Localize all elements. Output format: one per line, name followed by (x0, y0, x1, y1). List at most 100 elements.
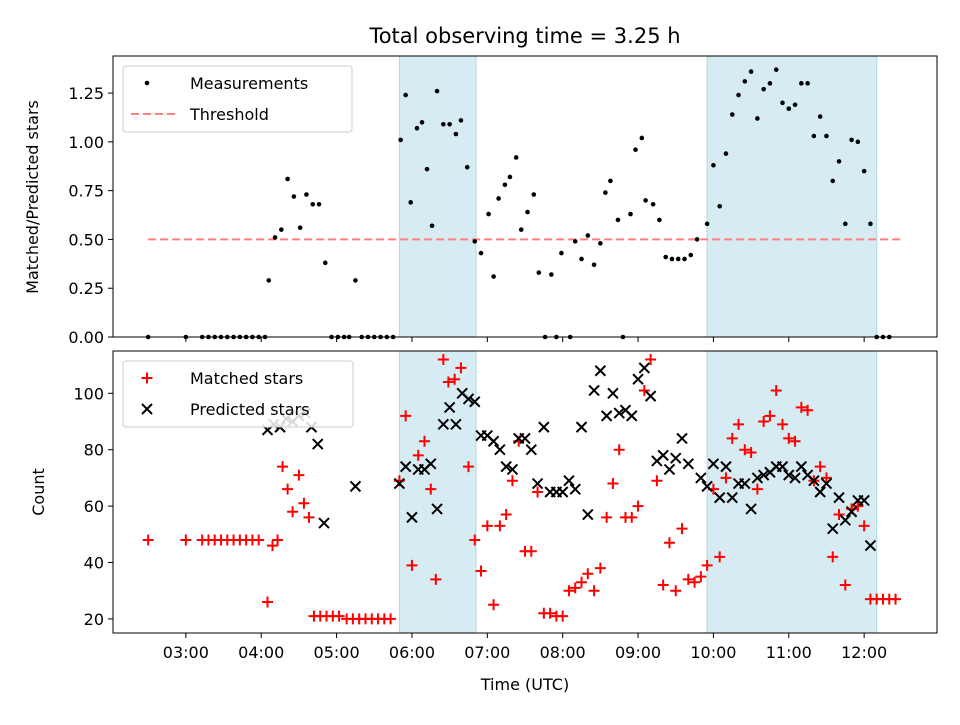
data-point (525, 443, 537, 456)
data-point (736, 92, 741, 98)
data-point (632, 373, 644, 385)
data-point (890, 593, 902, 605)
y-tick-label: 1.00 (68, 133, 104, 152)
y-tick-label: 20 (84, 610, 104, 629)
data-point (462, 393, 475, 405)
data-point (805, 81, 810, 86)
data-point (777, 418, 788, 430)
data-point (839, 579, 851, 591)
data-point (852, 500, 864, 512)
data-point (594, 365, 607, 377)
data-point (864, 539, 877, 552)
count-y-axis-label: Count (29, 468, 48, 516)
data-point (820, 472, 832, 484)
legend-label: Measurements (190, 74, 308, 93)
data-point (628, 211, 633, 217)
data-point (776, 460, 789, 473)
legend-marker (144, 80, 150, 86)
data-point (414, 125, 420, 131)
data-point (786, 106, 792, 111)
data-point (839, 514, 852, 526)
data-point (425, 483, 437, 495)
data-point (585, 233, 591, 238)
data-point (695, 472, 707, 484)
data-point (676, 432, 688, 445)
data-point (591, 262, 597, 268)
data-point (858, 494, 870, 507)
data-point (481, 520, 493, 532)
data-point (663, 537, 675, 549)
data-point (811, 133, 817, 139)
data-point (820, 477, 833, 490)
data-point (277, 461, 289, 473)
data-point (267, 540, 279, 552)
data-point (398, 137, 403, 143)
data-point (695, 571, 707, 583)
data-point (579, 256, 584, 262)
data-point (419, 435, 431, 447)
x-tick-label: 04:00 (238, 643, 284, 662)
data-point (682, 573, 694, 585)
data-point (453, 131, 459, 137)
data-point (142, 534, 154, 546)
data-point (613, 407, 625, 419)
data-point (755, 116, 760, 121)
data-point (434, 88, 440, 94)
data-point (506, 463, 519, 476)
data-point (720, 472, 732, 484)
data-point (303, 511, 315, 523)
data-point (507, 174, 513, 180)
data-point (845, 506, 858, 518)
data-point (316, 202, 322, 207)
data-point (291, 194, 297, 199)
data-point (689, 576, 701, 588)
data-point (657, 579, 669, 591)
data-point (487, 435, 500, 447)
data-point (632, 500, 644, 512)
observing-window (706, 350, 878, 634)
data-point (333, 610, 345, 622)
data-point (525, 545, 537, 557)
data-point (799, 81, 804, 86)
data-point (472, 239, 478, 244)
data-point (814, 486, 826, 498)
data-point (670, 585, 682, 597)
data-point (419, 120, 425, 125)
data-point (742, 79, 748, 84)
data-point (701, 480, 713, 493)
x-tick-label: 12:00 (841, 643, 887, 662)
data-point (429, 223, 435, 229)
data-point (449, 373, 461, 385)
data-point (519, 432, 531, 445)
data-point (304, 192, 309, 197)
data-point (588, 585, 600, 597)
data-point (569, 483, 581, 495)
data-point (412, 449, 424, 461)
data-point (726, 491, 738, 504)
data-point (430, 573, 442, 585)
count-panel: Count 20 40 60 80 100 03:00 04:00 05:00 06:00 07:… (29, 350, 938, 662)
data-point (720, 460, 732, 473)
data-point (603, 190, 608, 195)
data-point (557, 610, 569, 622)
data-point (322, 260, 328, 266)
legend: Matched stars Predicted stars (122, 360, 354, 428)
data-point (855, 139, 861, 145)
x-tick-label: 06:00 (389, 643, 435, 662)
data-point (761, 86, 766, 92)
data-point (496, 196, 501, 201)
data-point (808, 475, 820, 487)
data-point (833, 509, 845, 521)
ratio-y-axis-label: Matched/Predicted stars (23, 100, 42, 294)
x-axis-label: Time (UTC) (480, 675, 569, 694)
y-tick-label: 80 (84, 441, 104, 460)
data-point (297, 225, 303, 231)
data-point (792, 102, 798, 108)
data-point (717, 203, 722, 209)
data-point (726, 432, 738, 444)
y-tick-label: 0.50 (68, 230, 104, 249)
legend-label: Matched stars (190, 369, 303, 388)
data-point (406, 559, 418, 571)
data-point (488, 599, 500, 611)
